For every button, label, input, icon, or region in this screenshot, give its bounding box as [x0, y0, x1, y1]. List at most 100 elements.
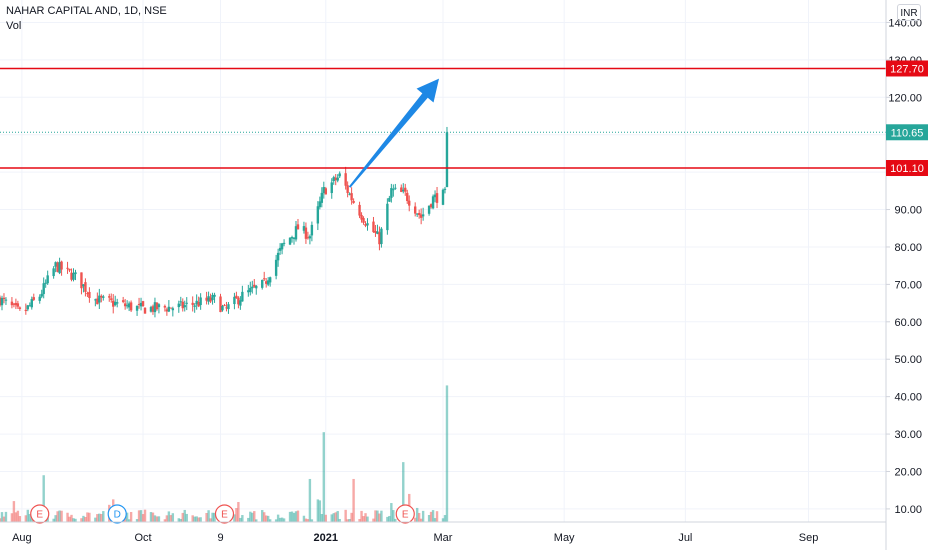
- price-tick-label: 50.00: [894, 354, 922, 366]
- candle-body: [266, 280, 270, 285]
- volume-bar: [179, 518, 182, 522]
- earnings-marker[interactable]: E: [395, 504, 415, 524]
- candle-body: [247, 290, 250, 293]
- candle-body: [290, 237, 294, 239]
- candle-body: [135, 305, 139, 311]
- candle-body: [74, 272, 77, 275]
- time-tick-label: Mar: [434, 532, 453, 544]
- earnings-marker[interactable]: E: [214, 504, 235, 524]
- candle-body: [239, 300, 242, 306]
- volume-bar: [149, 512, 153, 522]
- arrow-shape[interactable]: [348, 78, 440, 188]
- candle-body: [404, 187, 407, 192]
- candle-body: [364, 224, 367, 226]
- volume-bar: [263, 512, 266, 522]
- candle-body: [366, 223, 369, 226]
- candle-body: [185, 302, 188, 304]
- volume-bar: [402, 462, 405, 522]
- candle-body: [263, 278, 266, 280]
- candle-body: [26, 305, 30, 310]
- volume-bar: [137, 510, 141, 522]
- candle-body: [127, 303, 131, 308]
- volume-bar: [4, 511, 8, 522]
- volume-bar: [193, 516, 196, 522]
- candle-body: [223, 305, 226, 307]
- volume-bar: [191, 515, 194, 522]
- volume-bar: [153, 515, 157, 522]
- volume-bar: [98, 513, 101, 522]
- volume-bar: [380, 510, 383, 522]
- candle-body: [350, 193, 353, 201]
- horizontal-levels[interactable]: [0, 67, 886, 169]
- trend-arrow[interactable]: [348, 78, 440, 188]
- candle-body: [302, 226, 306, 231]
- candle-body: [0, 297, 4, 306]
- candle-body: [52, 268, 55, 277]
- volume-bar: [102, 511, 105, 522]
- volume-bar: [306, 519, 310, 522]
- volume-bar: [74, 518, 77, 522]
- candle-body: [88, 291, 91, 298]
- volume-bar: [72, 518, 75, 522]
- candle-body: [40, 293, 43, 297]
- dividend-marker[interactable]: D: [107, 504, 127, 524]
- candle-body: [320, 192, 324, 203]
- price-tick-label: 70.00: [894, 279, 922, 291]
- candle-body: [149, 307, 153, 312]
- time-tick-label: May: [554, 532, 575, 544]
- candle-body: [372, 221, 375, 233]
- candle-body: [235, 295, 238, 299]
- badge-label: 110.65: [891, 127, 924, 139]
- volume-bar: [80, 518, 83, 522]
- time-tick-label: 9: [217, 532, 223, 544]
- currency-button[interactable]: INR: [897, 4, 921, 21]
- volume-bar: [261, 510, 264, 522]
- candle-body: [177, 303, 180, 308]
- candle-body: [225, 307, 228, 309]
- candle-body: [24, 309, 28, 312]
- volume-bar: [346, 519, 349, 522]
- earnings-marker[interactable]: E: [30, 504, 50, 524]
- candle-body: [98, 295, 101, 303]
- price-tick-label: 120.00: [888, 92, 922, 104]
- candle-body: [123, 303, 127, 307]
- volume-bar: [247, 517, 250, 522]
- price-tick-label: 90.00: [894, 205, 922, 217]
- candle-body: [193, 305, 196, 307]
- volume-bar: [374, 510, 377, 522]
- candle-body: [390, 188, 393, 198]
- candle-body: [157, 304, 161, 308]
- candle-body: [394, 187, 397, 189]
- candle-body: [253, 284, 256, 287]
- candle-body: [32, 297, 35, 300]
- volume-bar: [135, 519, 139, 522]
- candle-body: [276, 252, 280, 261]
- volume-bar: [129, 511, 133, 522]
- volume-bar: [320, 513, 324, 522]
- volume-bar: [352, 478, 355, 522]
- volume-bar: [209, 518, 212, 522]
- symbol-title[interactable]: NAHAR CAPITAL AND, 1D, NSE: [6, 5, 167, 17]
- candles: [0, 126, 449, 318]
- candle-body: [360, 214, 363, 220]
- volume-bar: [366, 516, 369, 522]
- candle-body: [406, 192, 409, 202]
- candle-body: [167, 306, 171, 312]
- time-tick-label: Oct: [134, 532, 151, 544]
- candle-body: [427, 205, 431, 214]
- candle-body: [205, 297, 208, 301]
- volume-bar: [253, 511, 256, 522]
- candle-body: [374, 231, 377, 234]
- candle-body: [4, 299, 8, 301]
- candle-body: [100, 295, 103, 298]
- volume-bar: [249, 511, 252, 522]
- volume-bar: [94, 517, 97, 522]
- volume-bar: [181, 512, 184, 522]
- volume-legend[interactable]: Vol: [6, 20, 22, 32]
- volume-bar: [56, 511, 59, 522]
- candle-body: [288, 237, 292, 245]
- volume-bar: [207, 510, 210, 522]
